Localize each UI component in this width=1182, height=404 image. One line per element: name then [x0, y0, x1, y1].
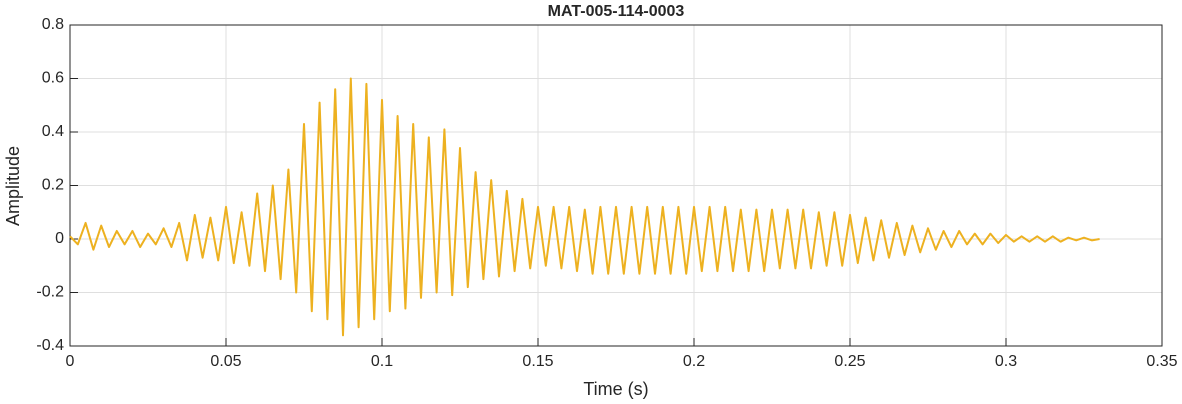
x-axis-label: Time (s): [583, 379, 648, 399]
x-tick-label: 0.3: [995, 353, 1017, 370]
y-tick-label: 0.6: [42, 70, 64, 87]
y-tick-label: 0: [55, 230, 64, 247]
y-tick-label: 0.4: [42, 123, 64, 140]
y-tick-label: 0.2: [42, 177, 64, 194]
chart-title: MAT-005-114-0003: [548, 3, 685, 20]
y-axis-label: Amplitude: [3, 146, 23, 226]
x-tick-label: 0.2: [683, 353, 705, 370]
x-tick-label: 0.1: [371, 353, 393, 370]
x-tick-label: 0.15: [522, 353, 553, 370]
x-tick-label: 0.35: [1146, 353, 1177, 370]
y-tick-label: -0.4: [36, 337, 64, 354]
x-tick-label: 0.25: [834, 353, 865, 370]
x-tick-label: 0.05: [210, 353, 241, 370]
x-tick-label: 0: [66, 353, 75, 370]
waveform-line: [69, 77, 1100, 337]
y-tick-label: 0.8: [42, 16, 64, 33]
y-tick-label: -0.2: [36, 284, 64, 301]
plot-frame: [69, 24, 1163, 347]
